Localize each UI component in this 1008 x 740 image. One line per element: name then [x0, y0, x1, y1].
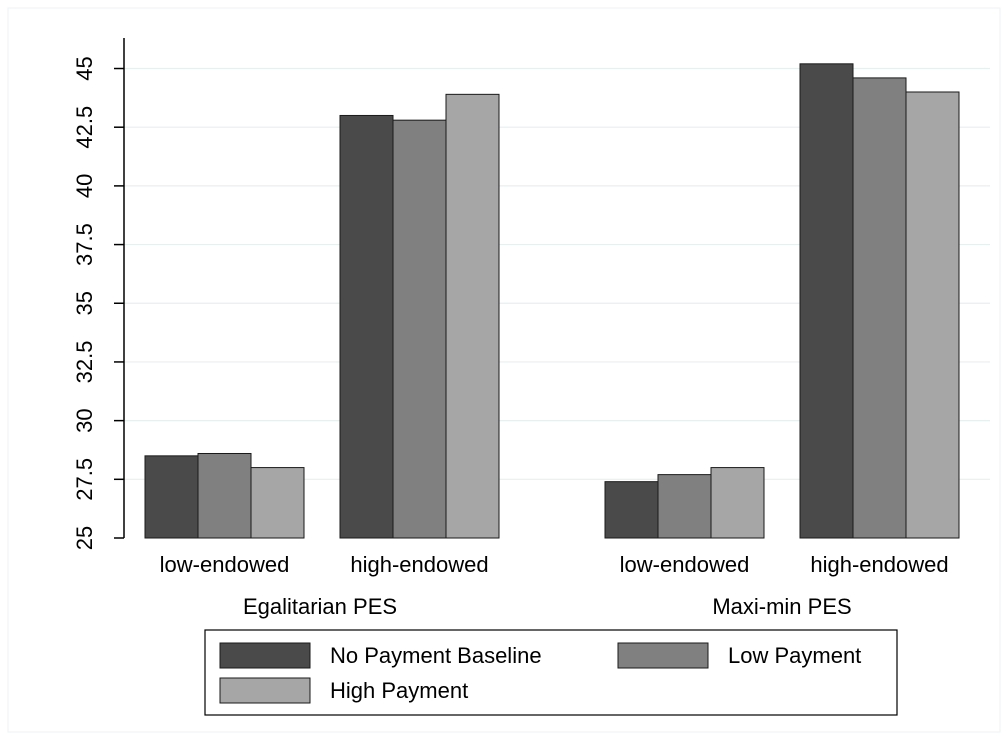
y-tick-label: 45 [72, 56, 97, 80]
y-tick-label: 27.5 [72, 458, 97, 501]
x-group-label: Egalitarian PES [243, 594, 397, 619]
y-ticks: 25 27.5 30 32.5 35 37.5 40 42.5 45 [72, 56, 124, 550]
x-category-label: low-endowed [160, 552, 290, 577]
bar [144, 455, 199, 539]
legend-key [219, 677, 311, 704]
legend-label: Low Payment [728, 643, 861, 668]
bar [710, 467, 765, 539]
y-tick-label: 40 [72, 174, 97, 198]
bar [392, 119, 447, 539]
legend: No Payment Baseline Low Payment High Payme… [204, 629, 898, 716]
y-tick-label: 35 [72, 291, 97, 315]
y-tick-label: 25 [72, 526, 97, 550]
bar [657, 474, 712, 539]
y-tick-label: 32.5 [72, 341, 97, 384]
x-category-label: high-endowed [350, 552, 488, 577]
bar [445, 93, 500, 539]
x-labels: low-endowed high-endowed low-endowed high-e… [160, 552, 949, 619]
bar [799, 63, 854, 539]
legend-box [204, 629, 898, 716]
y-tick-label: 30 [72, 408, 97, 432]
bar [852, 77, 907, 539]
y-tick-label: 42.5 [72, 106, 97, 149]
legend-key [617, 642, 709, 669]
bars [144, 63, 960, 539]
legend-key [219, 642, 311, 669]
bar [905, 91, 960, 539]
legend-label: High Payment [330, 678, 468, 703]
x-category-label: high-endowed [810, 552, 948, 577]
bar [604, 481, 659, 539]
x-group-label: Maxi-min PES [712, 594, 851, 619]
bar [250, 467, 305, 539]
y-tick-label: 37.5 [72, 223, 97, 266]
bar [197, 452, 252, 539]
x-category-label: low-endowed [620, 552, 750, 577]
bar [339, 114, 394, 539]
legend-label: No Payment Baseline [330, 643, 542, 668]
